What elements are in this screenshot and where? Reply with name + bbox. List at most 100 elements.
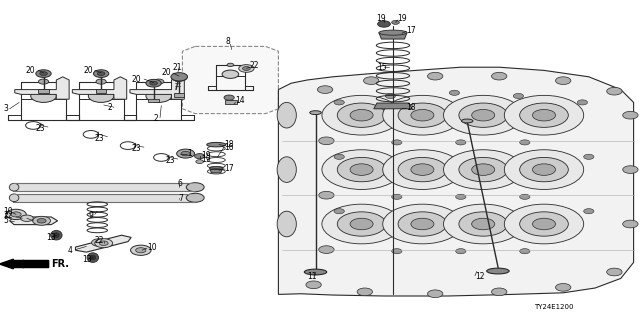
Circle shape	[146, 90, 172, 102]
Text: 20: 20	[26, 66, 35, 75]
Circle shape	[322, 150, 401, 189]
Ellipse shape	[379, 30, 407, 35]
Text: 23: 23	[95, 134, 104, 143]
Circle shape	[383, 204, 462, 244]
Circle shape	[398, 103, 447, 127]
Circle shape	[93, 70, 109, 77]
Circle shape	[392, 20, 399, 24]
Text: 10: 10	[3, 207, 13, 216]
Bar	[148, 99, 159, 102]
Circle shape	[532, 164, 556, 175]
Circle shape	[350, 164, 373, 175]
Circle shape	[444, 150, 523, 189]
Circle shape	[532, 109, 556, 121]
Circle shape	[337, 157, 386, 182]
Circle shape	[459, 103, 508, 127]
Ellipse shape	[90, 255, 96, 260]
Ellipse shape	[87, 253, 99, 262]
Circle shape	[411, 164, 434, 175]
Circle shape	[532, 218, 556, 230]
Ellipse shape	[305, 269, 326, 275]
Text: 18: 18	[224, 140, 234, 149]
Circle shape	[6, 209, 26, 220]
Circle shape	[319, 246, 334, 253]
Circle shape	[222, 70, 239, 78]
Polygon shape	[72, 77, 127, 99]
Circle shape	[31, 90, 56, 102]
Circle shape	[459, 212, 508, 236]
Polygon shape	[130, 77, 184, 99]
Circle shape	[456, 249, 466, 254]
Polygon shape	[379, 33, 407, 39]
Polygon shape	[15, 77, 69, 99]
Circle shape	[492, 72, 507, 80]
Circle shape	[26, 122, 41, 129]
Circle shape	[411, 218, 434, 230]
Text: 4: 4	[67, 246, 72, 255]
Text: 10: 10	[147, 243, 157, 252]
Circle shape	[319, 137, 334, 145]
Circle shape	[472, 109, 495, 121]
Text: 19: 19	[202, 156, 211, 164]
Circle shape	[520, 212, 568, 236]
Circle shape	[623, 166, 638, 173]
Circle shape	[584, 209, 594, 214]
Circle shape	[33, 216, 51, 225]
Circle shape	[504, 204, 584, 244]
Text: 19: 19	[202, 151, 211, 160]
Circle shape	[584, 154, 594, 159]
Ellipse shape	[310, 111, 321, 115]
Ellipse shape	[277, 157, 296, 182]
Circle shape	[322, 95, 401, 135]
Circle shape	[83, 131, 99, 138]
Text: 16: 16	[224, 143, 234, 152]
Circle shape	[504, 95, 584, 135]
Text: 20: 20	[83, 66, 93, 75]
Circle shape	[398, 212, 447, 236]
Circle shape	[196, 160, 204, 164]
Circle shape	[385, 93, 396, 99]
Ellipse shape	[53, 233, 59, 237]
Circle shape	[146, 79, 161, 87]
Text: 9: 9	[88, 212, 93, 220]
Polygon shape	[374, 103, 412, 109]
Circle shape	[383, 150, 462, 189]
Text: 23: 23	[131, 144, 141, 153]
Circle shape	[224, 95, 234, 100]
Text: 13: 13	[82, 255, 92, 264]
Text: 23: 23	[35, 124, 45, 133]
Circle shape	[150, 81, 157, 85]
Text: 5: 5	[3, 216, 8, 225]
Circle shape	[195, 154, 205, 159]
Circle shape	[175, 76, 183, 79]
Circle shape	[364, 77, 379, 84]
Text: 18: 18	[406, 103, 416, 112]
Circle shape	[607, 87, 622, 95]
Circle shape	[520, 194, 530, 199]
Circle shape	[623, 111, 638, 119]
Circle shape	[607, 268, 622, 276]
Circle shape	[11, 212, 21, 217]
Circle shape	[456, 194, 466, 199]
Circle shape	[350, 109, 373, 121]
Circle shape	[383, 95, 462, 135]
Circle shape	[97, 72, 105, 76]
Circle shape	[172, 74, 187, 81]
Circle shape	[177, 149, 195, 158]
Text: 22: 22	[3, 212, 13, 220]
Circle shape	[504, 150, 584, 189]
Circle shape	[444, 204, 523, 244]
Text: 23: 23	[165, 156, 175, 165]
Polygon shape	[278, 67, 634, 296]
Circle shape	[556, 77, 571, 84]
Ellipse shape	[209, 166, 223, 170]
Circle shape	[411, 109, 434, 121]
Circle shape	[92, 239, 107, 246]
Ellipse shape	[277, 211, 296, 237]
Circle shape	[520, 103, 568, 127]
Circle shape	[243, 67, 250, 70]
Circle shape	[239, 65, 254, 72]
Circle shape	[337, 103, 386, 127]
Circle shape	[136, 248, 146, 253]
Polygon shape	[210, 168, 223, 173]
